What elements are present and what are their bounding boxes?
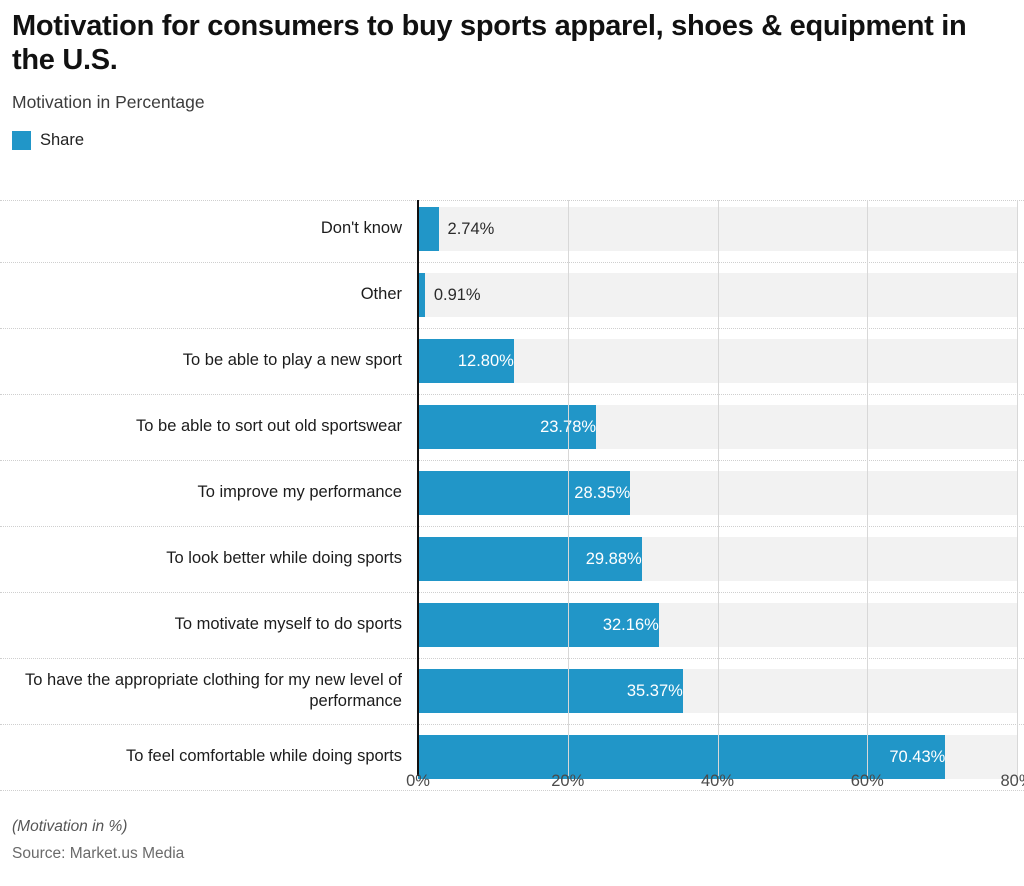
bar-row: Don't know 2.74% bbox=[0, 196, 1024, 262]
category-label: Don't know bbox=[320, 219, 402, 238]
x-gridline bbox=[717, 200, 719, 776]
bar[interactable] bbox=[418, 405, 597, 449]
row-separator bbox=[0, 262, 1024, 263]
category-label: To be able to sort out old sportswear bbox=[136, 417, 402, 436]
bar[interactable] bbox=[418, 537, 642, 581]
x-tick-label: 0% bbox=[406, 772, 430, 790]
row-separator bbox=[0, 790, 1024, 791]
bar-value-label: 35.37% bbox=[626, 681, 683, 700]
category-label: To have the appropriate clothing for my … bbox=[25, 670, 402, 710]
row-separator bbox=[0, 592, 1024, 593]
bar-rows: Don't know 2.74% Other 0.91% To be able to p… bbox=[0, 196, 1024, 790]
bar-row: To be able to play a new sport 12.80% bbox=[0, 328, 1024, 394]
bar-row: To have the appropriate clothing for my … bbox=[0, 658, 1024, 724]
bar[interactable] bbox=[418, 471, 631, 515]
bar-value-label: 23.78% bbox=[540, 417, 597, 436]
row-separator bbox=[0, 658, 1024, 659]
row-separator bbox=[0, 328, 1024, 329]
bar[interactable] bbox=[418, 603, 659, 647]
y-axis-line bbox=[417, 200, 419, 776]
x-tick-label: 20% bbox=[551, 772, 585, 790]
x-gridline bbox=[867, 200, 869, 776]
chart-plot-area: Don't know 2.74% Other 0.91% To be able to p… bbox=[0, 196, 1024, 791]
x-gridline bbox=[1017, 200, 1018, 776]
bar[interactable] bbox=[418, 207, 439, 251]
bar-value-label: 12.80% bbox=[457, 351, 514, 370]
bar-value-label: 28.35% bbox=[574, 483, 631, 502]
category-label: To improve my performance bbox=[197, 483, 403, 502]
chart-subtitle: Motivation in Percentage bbox=[12, 91, 205, 112]
bar[interactable] bbox=[418, 339, 514, 383]
legend-item-label: Share bbox=[40, 130, 85, 149]
page-title: Motivation for consumers to buy sports a… bbox=[12, 10, 967, 76]
row-separator bbox=[0, 394, 1024, 395]
row-separator bbox=[0, 200, 1024, 201]
x-tick-label: 60% bbox=[850, 772, 884, 790]
bar[interactable] bbox=[418, 735, 946, 779]
category-label: To be able to play a new sport bbox=[182, 351, 402, 370]
category-label: To feel comfortable while doing sports bbox=[125, 747, 402, 766]
x-tick-label: 40% bbox=[700, 772, 735, 790]
bar-row: To be able to sort out old sportswear 23.… bbox=[0, 394, 1024, 460]
source-text: Source: Market.us Media bbox=[12, 845, 185, 862]
bar-row: To motivate myself to do sports 32.16% bbox=[0, 592, 1024, 658]
category-label: Other bbox=[360, 285, 402, 304]
footnote-text: (Motivation in %) bbox=[12, 818, 128, 835]
bar[interactable] bbox=[418, 273, 425, 317]
category-label: To look better while doing sports bbox=[166, 549, 402, 568]
bar-value-label: 70.43% bbox=[889, 747, 946, 766]
x-axis: 0% 20% 40% 60% 80% bbox=[0, 772, 1024, 802]
category-label: To motivate myself to do sports bbox=[174, 615, 402, 634]
bar-value-label: 32.16% bbox=[602, 615, 659, 634]
row-separator bbox=[0, 526, 1024, 527]
chart-footer: (Motivation in %) Source: Market.us Medi… bbox=[12, 818, 812, 863]
legend-square-icon bbox=[12, 130, 31, 150]
chart-header: Motivation for consumers to buy sports a… bbox=[0, 0, 1024, 113]
bar-row: To look better while doing sports 29.88% bbox=[0, 526, 1024, 592]
row-separator bbox=[0, 724, 1024, 725]
bar-row: Other 0.91% bbox=[0, 262, 1024, 328]
chart-legend: Share bbox=[2, 130, 1024, 150]
bar-value-label: 2.74% bbox=[447, 219, 495, 238]
x-tick-label: 80% bbox=[1000, 772, 1024, 790]
bar[interactable] bbox=[418, 669, 683, 713]
bar-row: To improve my performance 28.35% bbox=[0, 460, 1024, 526]
bar-value-label: 0.91% bbox=[433, 285, 481, 304]
row-separator bbox=[0, 460, 1024, 461]
x-gridline bbox=[567, 200, 569, 776]
bar-value-label: 29.88% bbox=[585, 549, 642, 568]
